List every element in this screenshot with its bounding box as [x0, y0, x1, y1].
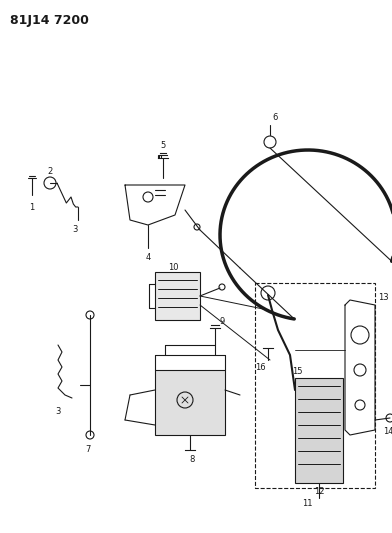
- Text: 5: 5: [160, 141, 166, 149]
- Text: 3: 3: [55, 408, 61, 416]
- Text: 13: 13: [378, 294, 388, 303]
- Text: 15: 15: [292, 367, 303, 376]
- Bar: [295, 378, 343, 483]
- Bar: [155, 370, 225, 435]
- Text: 7: 7: [85, 446, 91, 455]
- Text: 9: 9: [220, 318, 225, 327]
- Text: 12: 12: [314, 488, 324, 497]
- Text: 8: 8: [189, 456, 195, 464]
- Text: 81J14 7200: 81J14 7200: [10, 14, 89, 27]
- Text: 14: 14: [383, 427, 392, 437]
- Text: 4: 4: [145, 254, 151, 262]
- Text: 11: 11: [302, 499, 312, 508]
- Text: 3: 3: [72, 225, 78, 235]
- Text: 1: 1: [29, 203, 34, 212]
- Text: 10: 10: [168, 262, 178, 271]
- Text: 16: 16: [255, 364, 265, 373]
- Bar: [255, 283, 375, 488]
- Text: 6: 6: [272, 114, 278, 123]
- Text: 2: 2: [47, 166, 53, 175]
- Bar: [155, 272, 200, 320]
